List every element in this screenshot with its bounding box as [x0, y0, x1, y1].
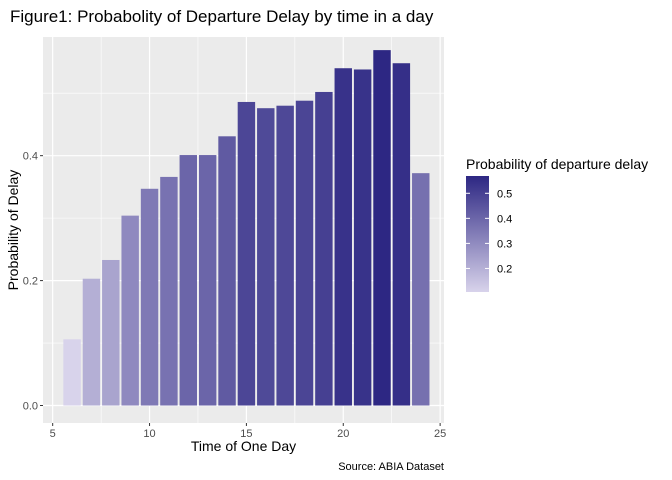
bar — [295, 100, 314, 406]
x-tick-label: 20 — [337, 428, 349, 440]
legend-tick-label: 0.5 — [497, 188, 512, 200]
legend-tick-label: 0.3 — [497, 238, 512, 250]
legend-ticks: 0.2 0.3 0.4 0.5 — [466, 188, 512, 275]
bar — [412, 173, 430, 406]
caption: Source: ABIA Dataset — [338, 461, 444, 473]
x-axis-title: Time of One Day — [191, 438, 296, 454]
y-axis-title: Probability of Delay — [5, 170, 21, 291]
bar — [82, 278, 101, 406]
y-tick-label: 0.0 — [23, 401, 38, 413]
bar — [218, 136, 236, 406]
x-tick-label: 10 — [143, 428, 155, 440]
x-axis-ticks: 5 10 15 20 25 — [50, 423, 446, 440]
bar — [160, 176, 178, 406]
bar — [179, 155, 198, 406]
legend-title: Probability of departure delay — [466, 156, 648, 172]
x-tick-label: 15 — [240, 428, 252, 440]
legend-colorbar — [466, 176, 489, 292]
bars — [63, 50, 430, 406]
x-tick-label: 5 — [50, 428, 56, 440]
legend-tick-label: 0.4 — [497, 213, 512, 225]
bar — [198, 155, 217, 406]
bar — [373, 50, 391, 406]
y-tick-label: 0.4 — [23, 151, 38, 163]
bar — [121, 215, 139, 406]
bar — [102, 259, 120, 406]
bar — [392, 63, 411, 406]
chart-title: Figure1: Probabolity of Departure Delay … — [10, 7, 434, 26]
y-axis-ticks: 0.0 0.2 0.4 — [23, 151, 43, 413]
bar — [237, 101, 256, 406]
legend-tick-label: 0.2 — [497, 263, 512, 275]
bar — [140, 188, 159, 406]
bar — [315, 91, 333, 406]
bar — [257, 108, 275, 406]
bar — [353, 69, 372, 406]
bar — [276, 105, 294, 406]
x-tick-label: 25 — [434, 428, 446, 440]
y-tick-label: 0.2 — [23, 276, 38, 288]
bar — [334, 68, 352, 406]
bar — [63, 339, 81, 406]
